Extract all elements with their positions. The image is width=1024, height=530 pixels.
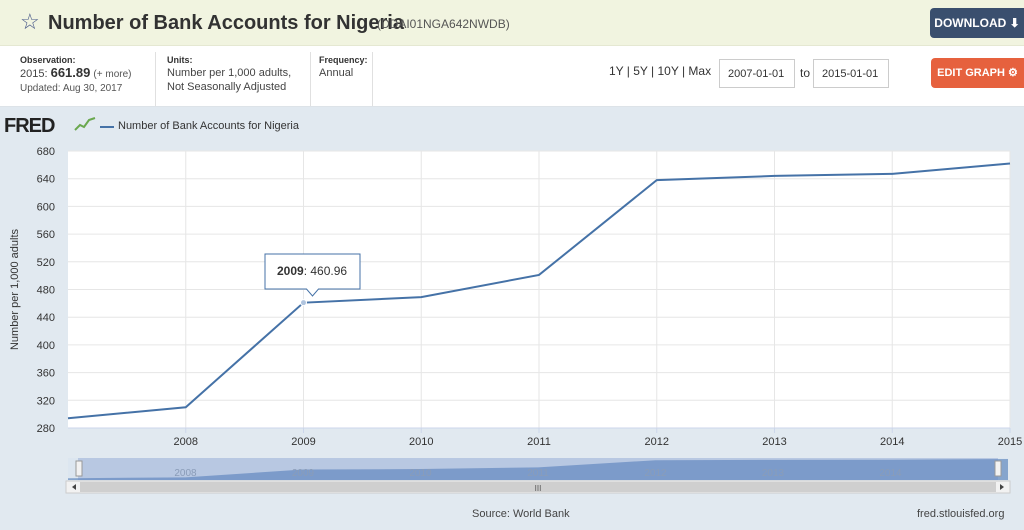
x-tick-label: 2010 (409, 436, 433, 448)
navigator-label: 2011 (527, 468, 549, 479)
download-label: DOWNLOAD (934, 16, 1007, 30)
info-bar: Observation: 2015: 661.89 (+ more) Updat… (0, 46, 1024, 107)
y-tick-label: 600 (37, 201, 55, 213)
y-tick-label: 320 (37, 395, 55, 407)
legend-series-name: Number of Bank Accounts for Nigeria (118, 120, 299, 132)
frequency-value: Annual (319, 67, 354, 79)
end-date-input[interactable] (813, 59, 889, 88)
observation-value: 661.89 (50, 65, 91, 80)
y-tick-label: 520 (37, 257, 55, 269)
updated-date: Updated: Aug 30, 2017 (20, 83, 123, 94)
y-axis-label: Number per 1,000 adults (9, 228, 21, 350)
series-line[interactable] (67, 162, 1011, 420)
y-tick-label: 680 (37, 146, 55, 158)
star-outline-icon[interactable]: ☆ (20, 9, 40, 34)
to-label: to (800, 66, 811, 80)
page-title: Number of Bank Accounts for Nigeria (48, 12, 404, 34)
x-tick-label: 2014 (880, 436, 904, 448)
frequency-label: Frequency: (319, 55, 368, 65)
y-tick-label: 280 (37, 423, 55, 435)
navigator-handle-left[interactable] (75, 460, 83, 477)
series-id: (DDAI01NGA642NWDB) (377, 17, 510, 31)
tooltip-text: 2009: 460.96 (277, 264, 347, 278)
observation-year: 2015: (20, 68, 48, 80)
hover-point (300, 299, 307, 307)
observation-block: Observation: 2015: 661.89 (+ more) Updat… (20, 54, 131, 96)
x-tick-label: 2015 (998, 436, 1022, 448)
frequency-block: Frequency: Annual (319, 54, 368, 80)
x-tick-label: 2009 (291, 436, 315, 448)
download-icon: ⬇ (1009, 16, 1020, 30)
line-chart[interactable]: 280 320 360 400 440 480 520 560 600 640 680 2008 200… (0, 140, 1024, 508)
units-line1: Number per 1,000 adults, (167, 67, 292, 79)
fred-logo-graph-icon (74, 117, 96, 131)
x-tick-label: 2011 (527, 436, 551, 448)
tooltip-box (264, 253, 361, 297)
y-tick-label: 640 (37, 174, 55, 186)
navigator-label: 2012 (644, 468, 667, 479)
gear-icon: ⚙ (1008, 67, 1018, 79)
start-date-input[interactable] (719, 59, 795, 88)
y-tick-label: 560 (37, 229, 55, 241)
navigator-label: 2008 (174, 468, 197, 479)
download-button[interactable]: DOWNLOAD ⬇ (930, 8, 1024, 38)
units-label: Units: (167, 55, 193, 65)
scroll-left-arrow-icon[interactable] (72, 484, 76, 490)
navigator-label: 2010 (409, 468, 432, 479)
edit-graph-label: EDIT GRAPH (937, 67, 1005, 79)
divider (155, 52, 156, 106)
navigator-mask (78, 458, 998, 480)
y-tick-label: 440 (37, 312, 55, 324)
y-tick-label: 400 (37, 340, 55, 352)
units-block: Units: Number per 1,000 adults, Not Seas… (167, 54, 291, 94)
navigator-label: 2013 (762, 468, 785, 479)
footer-url[interactable]: fred.stlouisfed.org (917, 508, 1005, 520)
scrollbar-grip: III (535, 484, 542, 493)
x-tick-label: 2013 (762, 436, 786, 448)
x-tick-label: 2012 (645, 436, 669, 448)
navigator-series (68, 458, 1008, 480)
source-text: Source: World Bank (472, 508, 570, 520)
divider (372, 52, 373, 106)
scroll-right-arrow-icon[interactable] (1000, 484, 1004, 490)
edit-graph-button[interactable]: EDIT GRAPH ⚙ (931, 58, 1024, 88)
more-link[interactable]: (+ more) (93, 69, 132, 80)
observation-label: Observation: (20, 55, 76, 65)
scrollbar-thumb[interactable] (80, 482, 996, 492)
legend-swatch (100, 126, 114, 128)
x-tick-label: 2008 (174, 436, 198, 448)
fred-logo: FRED (4, 115, 55, 137)
title-bar: ☆ Number of Bank Accounts for Nigeria (D… (0, 0, 1024, 46)
range-links[interactable]: 1Y | 5Y | 10Y | Max (609, 64, 712, 78)
navigator-handle-right[interactable] (994, 460, 1002, 477)
navigator-label: 2009 (292, 468, 315, 479)
y-tick-label: 360 (37, 368, 55, 380)
navigator-label: 2014 (879, 468, 902, 479)
units-line2: Not Seasonally Adjusted (167, 81, 287, 93)
y-tick-label: 480 (37, 285, 55, 297)
divider (310, 52, 311, 106)
